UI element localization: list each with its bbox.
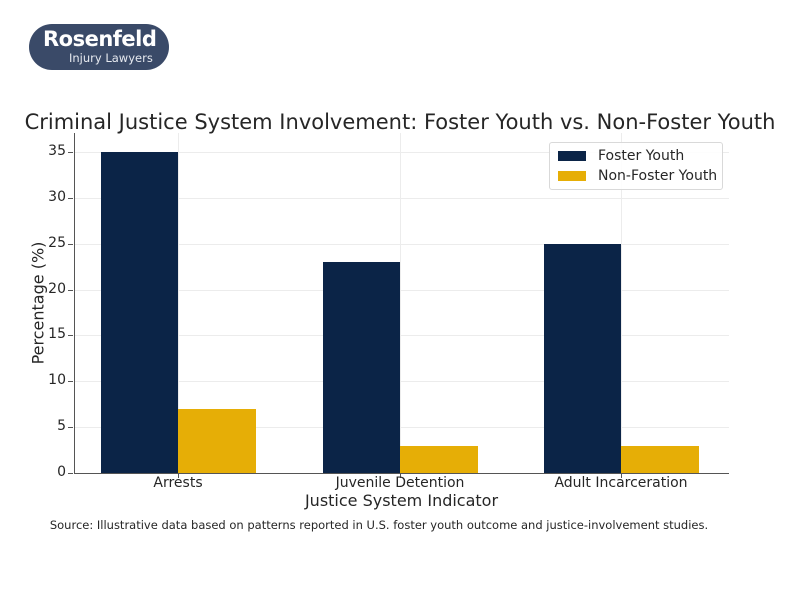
x-tick-label: Juvenile Detention bbox=[335, 475, 465, 491]
h-gridline bbox=[74, 289, 729, 291]
chart-title: Criminal Justice System Involvement: Fos… bbox=[24, 110, 776, 134]
h-gridline bbox=[74, 427, 729, 429]
bar-non-foster-youth-adult-incarceration bbox=[621, 445, 699, 473]
y-axis-line bbox=[74, 133, 75, 474]
bar-foster-youth-juvenile-detention bbox=[322, 262, 400, 473]
x-axis-title: Justice System Indicator bbox=[304, 491, 499, 510]
v-gridline bbox=[621, 133, 622, 473]
y-tick-mark bbox=[68, 289, 73, 291]
bar-foster-youth-arrests bbox=[100, 152, 178, 473]
y-tick-label: 5 bbox=[57, 418, 66, 435]
bar-foster-youth-adult-incarceration bbox=[543, 243, 621, 473]
legend-item-non-foster-youth: Non-Foster Youth bbox=[558, 167, 717, 185]
x-tick-label: Arrests bbox=[153, 475, 203, 491]
y-tick-mark bbox=[68, 427, 73, 429]
y-tick-label: 25 bbox=[48, 234, 66, 251]
y-tick-mark bbox=[68, 335, 73, 337]
y-tick-mark bbox=[68, 381, 73, 383]
y-tick-label: 0 bbox=[57, 464, 66, 480]
x-tick-mark bbox=[621, 474, 622, 478]
h-gridline bbox=[74, 197, 729, 199]
legend-swatch-non-foster-youth bbox=[558, 171, 586, 181]
legend-swatch-foster-youth bbox=[558, 151, 586, 161]
h-gridline bbox=[74, 152, 729, 153]
bar-non-foster-youth-juvenile-detention bbox=[400, 445, 478, 473]
y-tick-label: 20 bbox=[48, 280, 66, 297]
x-tick-mark bbox=[178, 474, 179, 478]
legend-item-foster-youth: Foster Youth bbox=[558, 147, 684, 165]
y-tick-mark bbox=[68, 197, 73, 199]
bar-non-foster-youth-arrests bbox=[178, 408, 256, 473]
v-gridline bbox=[178, 133, 179, 473]
y-tick-label: 35 bbox=[48, 143, 66, 159]
x-axis-line bbox=[74, 473, 729, 474]
y-tick-label: 30 bbox=[48, 188, 66, 205]
x-tick-label: Adult Incarceration bbox=[554, 475, 688, 491]
v-gridline bbox=[400, 133, 401, 473]
h-gridline bbox=[74, 381, 729, 383]
logo-name: Rosenfeld bbox=[43, 27, 157, 51]
y-tick-mark bbox=[68, 473, 73, 474]
y-tick-mark bbox=[68, 243, 73, 245]
y-tick-label: 10 bbox=[48, 372, 66, 389]
legend-label: Foster Youth bbox=[598, 148, 685, 164]
y-tick-label: 15 bbox=[48, 326, 66, 343]
y-tick-mark bbox=[68, 152, 73, 153]
y-axis-title: Percentage (%) bbox=[28, 241, 48, 365]
legend: Foster Youth Non-Foster Youth bbox=[549, 142, 723, 190]
plot-area bbox=[68, 133, 729, 478]
h-gridline bbox=[74, 335, 729, 337]
x-tick-mark bbox=[400, 474, 401, 478]
h-gridline bbox=[74, 243, 729, 245]
logo-subtitle: Injury Lawyers bbox=[69, 51, 153, 65]
rosenfeld-logo[interactable]: Rosenfeld Injury Lawyers bbox=[29, 24, 169, 70]
source-note: Source: Illustrative data based on patte… bbox=[49, 518, 709, 532]
legend-label: Non-Foster Youth bbox=[598, 168, 718, 184]
